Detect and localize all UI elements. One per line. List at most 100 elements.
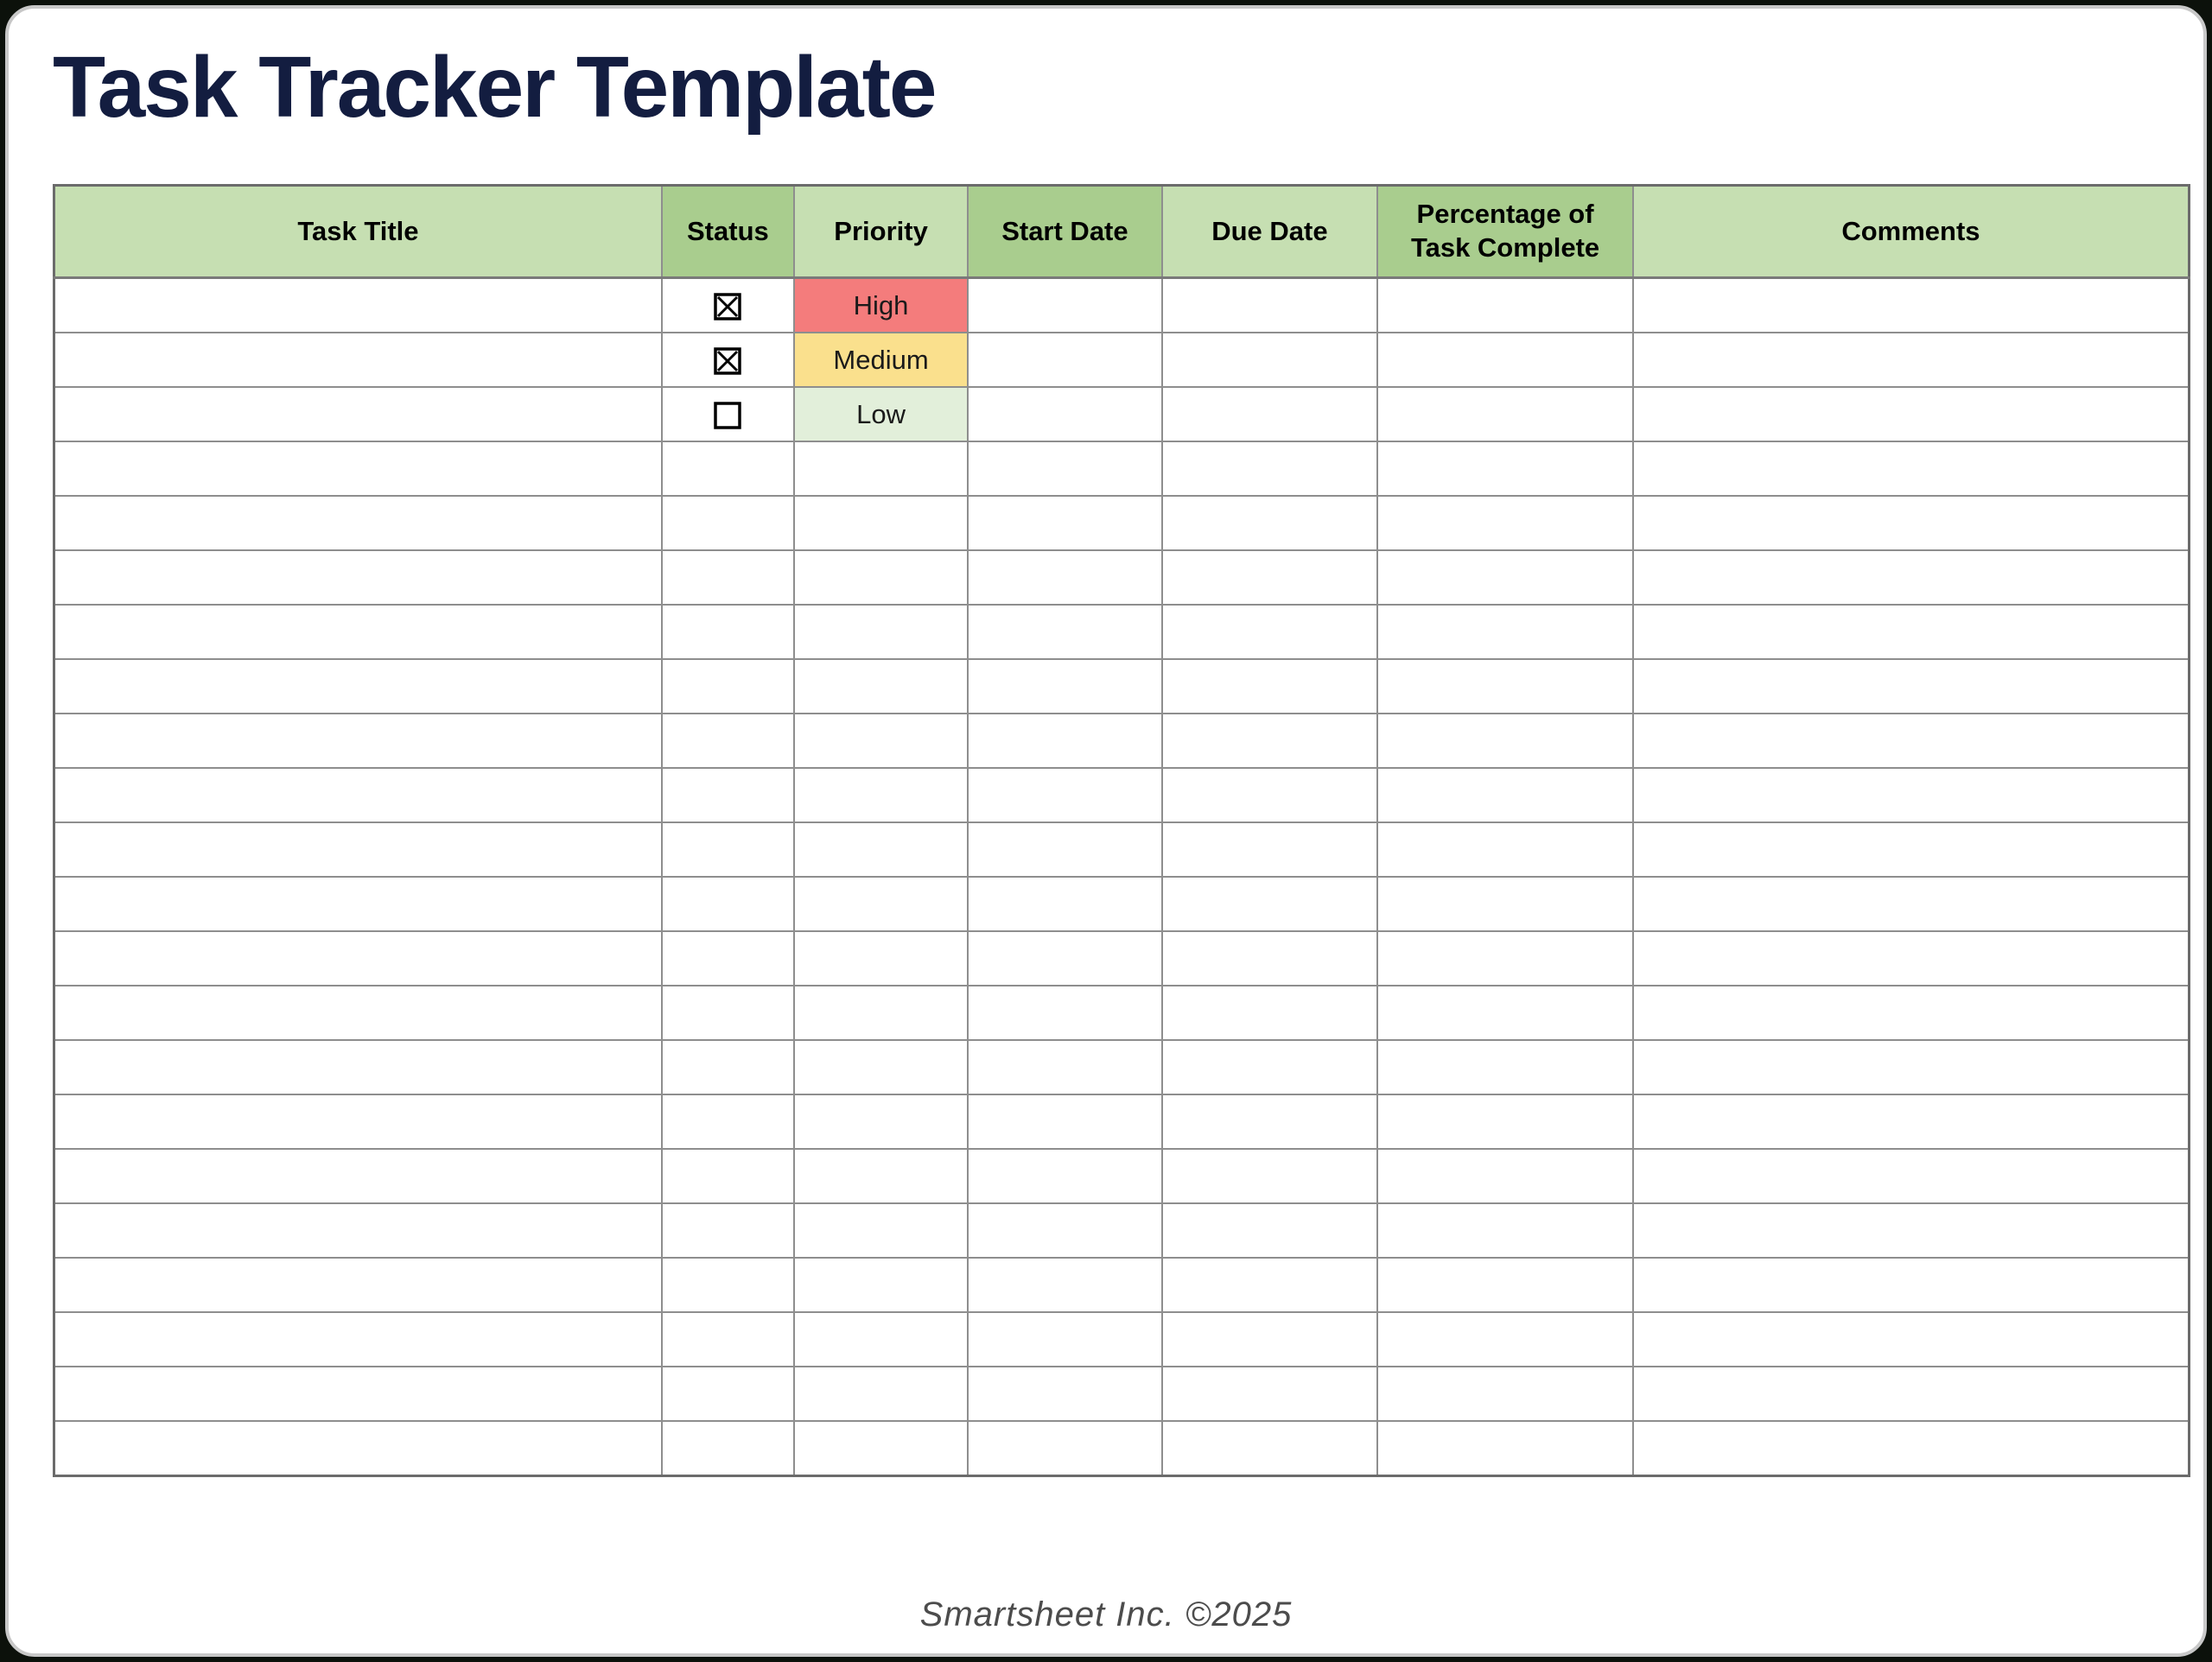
cell-comments[interactable] xyxy=(1631,767,2190,823)
cell-priority[interactable] xyxy=(792,495,969,551)
cell-pct_complete[interactable] xyxy=(1376,276,1634,333)
cell-comments[interactable] xyxy=(1631,1094,2190,1150)
cell-priority[interactable] xyxy=(792,1311,969,1367)
cell-start_date[interactable] xyxy=(967,604,1163,660)
cell-pct_complete[interactable] xyxy=(1376,1257,1634,1313)
cell-pct_complete[interactable] xyxy=(1376,386,1634,442)
cell-priority[interactable] xyxy=(792,1148,969,1204)
cell-start_date[interactable] xyxy=(967,821,1163,878)
cell-status[interactable] xyxy=(660,1420,795,1477)
cell-due_date[interactable] xyxy=(1160,386,1379,442)
cell-comments[interactable] xyxy=(1631,1039,2190,1095)
cell-status[interactable] xyxy=(660,1148,795,1204)
cell-due_date[interactable] xyxy=(1160,985,1379,1041)
cell-due_date[interactable] xyxy=(1160,1039,1379,1095)
cell-due_date[interactable] xyxy=(1160,1257,1379,1313)
cell-priority[interactable] xyxy=(792,713,969,769)
cell-start_date[interactable] xyxy=(967,1366,1163,1422)
cell-pct_complete[interactable] xyxy=(1376,1366,1634,1422)
cell-due_date[interactable] xyxy=(1160,441,1379,497)
cell-due_date[interactable] xyxy=(1160,549,1379,606)
cell-status[interactable] xyxy=(660,1257,795,1313)
cell-task_title[interactable] xyxy=(53,713,663,769)
cell-task_title[interactable] xyxy=(53,876,663,932)
cell-task_title[interactable] xyxy=(53,276,663,333)
cell-priority[interactable] xyxy=(792,1039,969,1095)
cell-due_date[interactable] xyxy=(1160,1366,1379,1422)
cell-task_title[interactable] xyxy=(53,495,663,551)
cell-comments[interactable] xyxy=(1631,604,2190,660)
cell-task_title[interactable] xyxy=(53,1094,663,1150)
cell-comments[interactable] xyxy=(1631,1202,2190,1259)
cell-start_date[interactable] xyxy=(967,1094,1163,1150)
cell-due_date[interactable] xyxy=(1160,658,1379,714)
cell-comments[interactable] xyxy=(1631,713,2190,769)
cell-comments[interactable] xyxy=(1631,658,2190,714)
cell-task_title[interactable] xyxy=(53,1311,663,1367)
cell-comments[interactable] xyxy=(1631,1366,2190,1422)
cell-pct_complete[interactable] xyxy=(1376,985,1634,1041)
cell-start_date[interactable] xyxy=(967,876,1163,932)
cell-task_title[interactable] xyxy=(53,767,663,823)
cell-start_date[interactable] xyxy=(967,386,1163,442)
cell-comments[interactable] xyxy=(1631,386,2190,442)
cell-task_title[interactable] xyxy=(53,658,663,714)
cell-task_title[interactable] xyxy=(53,441,663,497)
cell-start_date[interactable] xyxy=(967,1311,1163,1367)
cell-start_date[interactable] xyxy=(967,441,1163,497)
cell-status[interactable] xyxy=(660,713,795,769)
cell-priority[interactable] xyxy=(792,930,969,986)
cell-pct_complete[interactable] xyxy=(1376,821,1634,878)
cell-status[interactable] xyxy=(660,1094,795,1150)
cell-status[interactable] xyxy=(660,767,795,823)
cell-status[interactable] xyxy=(660,1202,795,1259)
cell-status[interactable] xyxy=(660,441,795,497)
cell-pct_complete[interactable] xyxy=(1376,549,1634,606)
cell-status[interactable] xyxy=(660,930,795,986)
cell-due_date[interactable] xyxy=(1160,1420,1379,1477)
priority-cell-medium[interactable]: Medium xyxy=(792,332,969,388)
cell-comments[interactable] xyxy=(1631,549,2190,606)
priority-cell-low[interactable]: Low xyxy=(792,386,969,442)
cell-task_title[interactable] xyxy=(53,1039,663,1095)
cell-pct_complete[interactable] xyxy=(1376,1094,1634,1150)
cell-comments[interactable] xyxy=(1631,1148,2190,1204)
cell-start_date[interactable] xyxy=(967,276,1163,333)
cell-due_date[interactable] xyxy=(1160,1094,1379,1150)
cell-due_date[interactable] xyxy=(1160,1148,1379,1204)
cell-due_date[interactable] xyxy=(1160,1202,1379,1259)
cell-comments[interactable] xyxy=(1631,441,2190,497)
cell-priority[interactable] xyxy=(792,604,969,660)
cell-pct_complete[interactable] xyxy=(1376,876,1634,932)
cell-priority[interactable] xyxy=(792,1257,969,1313)
cell-due_date[interactable] xyxy=(1160,604,1379,660)
cell-pct_complete[interactable] xyxy=(1376,332,1634,388)
cell-task_title[interactable] xyxy=(53,930,663,986)
cell-pct_complete[interactable] xyxy=(1376,1311,1634,1367)
cell-task_title[interactable] xyxy=(53,985,663,1041)
cell-priority[interactable] xyxy=(792,821,969,878)
cell-task_title[interactable] xyxy=(53,604,663,660)
cell-status[interactable] xyxy=(660,604,795,660)
cell-comments[interactable] xyxy=(1631,332,2190,388)
cell-pct_complete[interactable] xyxy=(1376,1148,1634,1204)
cell-start_date[interactable] xyxy=(967,1420,1163,1477)
cell-priority[interactable] xyxy=(792,549,969,606)
cell-priority[interactable] xyxy=(792,985,969,1041)
cell-priority[interactable] xyxy=(792,876,969,932)
status-checkbox-cell[interactable] xyxy=(660,276,795,333)
cell-start_date[interactable] xyxy=(967,1257,1163,1313)
cell-start_date[interactable] xyxy=(967,1039,1163,1095)
cell-pct_complete[interactable] xyxy=(1376,767,1634,823)
cell-start_date[interactable] xyxy=(967,658,1163,714)
cell-comments[interactable] xyxy=(1631,276,2190,333)
cell-task_title[interactable] xyxy=(53,549,663,606)
cell-status[interactable] xyxy=(660,821,795,878)
cell-start_date[interactable] xyxy=(967,985,1163,1041)
cell-due_date[interactable] xyxy=(1160,876,1379,932)
cell-start_date[interactable] xyxy=(967,1202,1163,1259)
cell-pct_complete[interactable] xyxy=(1376,495,1634,551)
cell-due_date[interactable] xyxy=(1160,495,1379,551)
cell-task_title[interactable] xyxy=(53,1202,663,1259)
cell-status[interactable] xyxy=(660,495,795,551)
